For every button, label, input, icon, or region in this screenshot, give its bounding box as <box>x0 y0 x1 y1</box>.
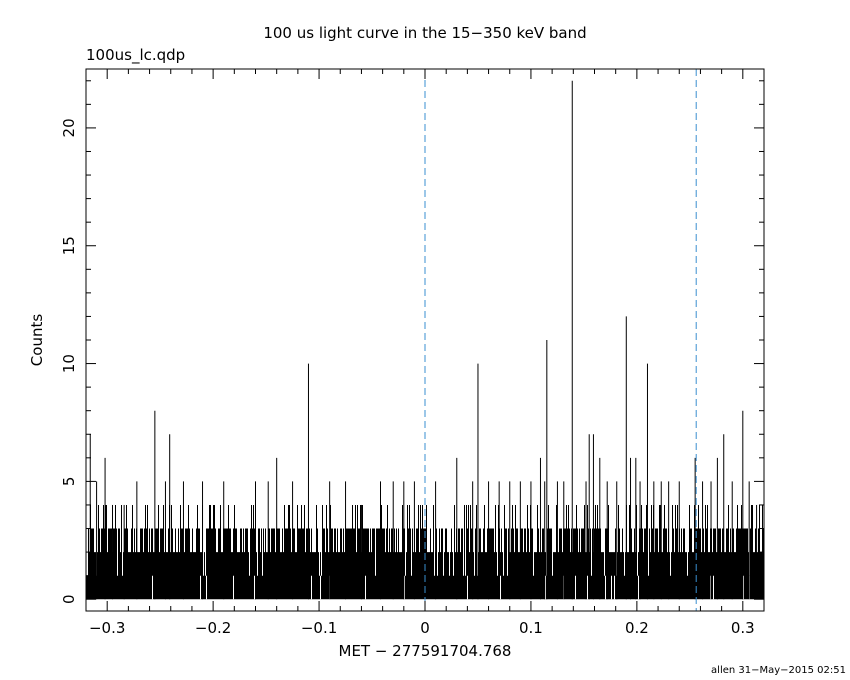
x-tick-label: −0.1 <box>301 619 337 637</box>
y-tick-label: 5 <box>60 477 78 487</box>
y-axis-label: Counts <box>28 314 46 367</box>
chart-subtitle: 100us_lc.qdp <box>86 46 185 65</box>
x-tick-label: 0.2 <box>625 619 649 637</box>
chart-title: 100 us light curve in the 15−350 keV ban… <box>263 24 586 42</box>
x-tick-label: −0.3 <box>89 619 125 637</box>
y-tick-label: 10 <box>60 354 78 373</box>
x-tick-label: 0 <box>420 619 430 637</box>
footer-stamp: allen 31−May−2015 02:51 <box>711 665 846 676</box>
y-tick-label: 20 <box>60 118 78 137</box>
x-axis-label: MET − 277591704.768 <box>339 642 512 660</box>
x-tick-label: 0.1 <box>519 619 543 637</box>
x-tick-label: −0.2 <box>195 619 231 637</box>
y-tick-label: 0 <box>60 594 78 604</box>
plot-area: −0.3 −0.2 −0.1 0 0.1 0.2 0.3 0 5 10 15 20 <box>60 68 765 637</box>
y-tick-label: 15 <box>60 236 78 255</box>
x-tick-label: 0.3 <box>731 619 755 637</box>
histogram-baseline <box>86 505 764 600</box>
